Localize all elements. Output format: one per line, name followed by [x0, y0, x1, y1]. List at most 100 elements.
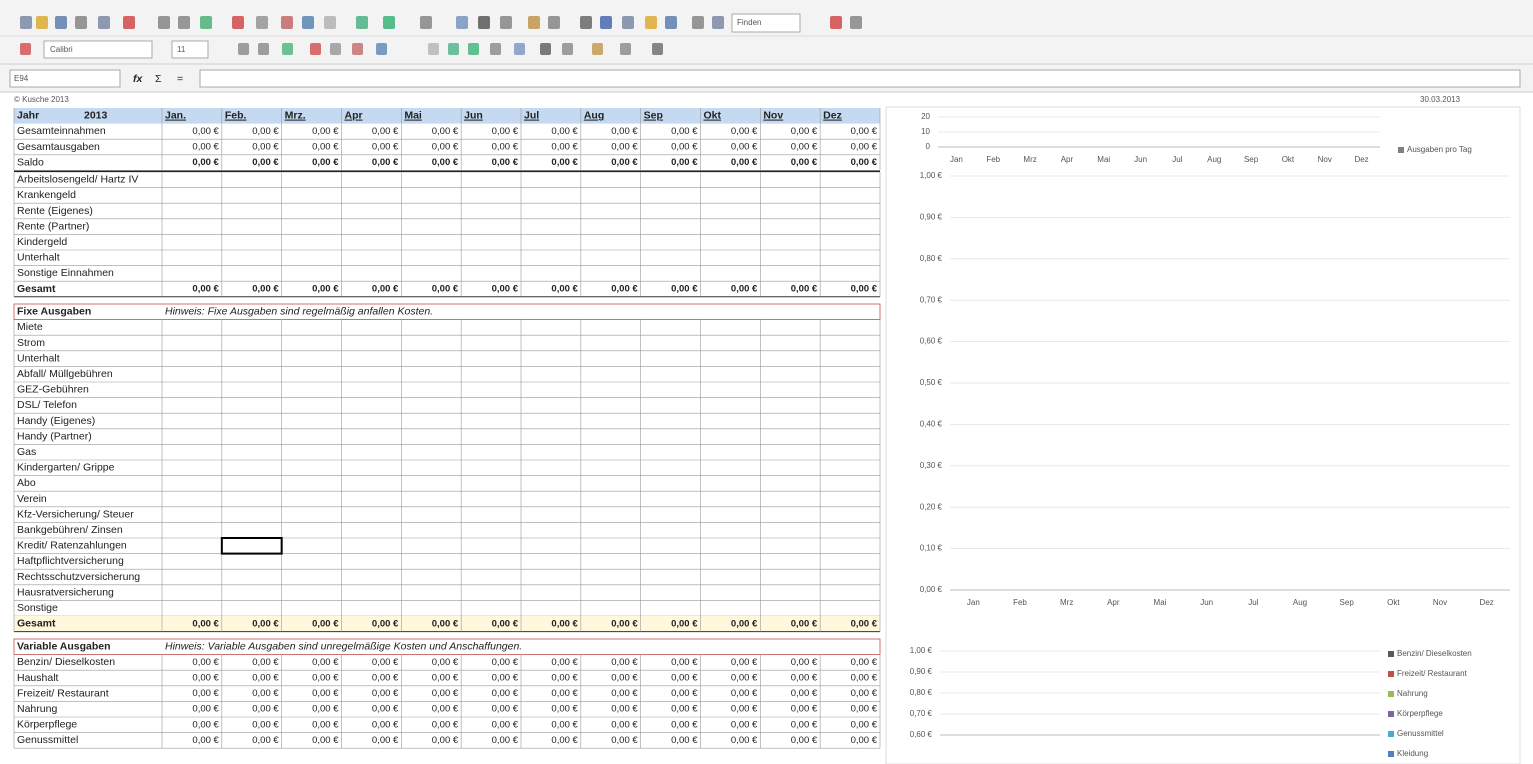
cell-value: 0,00 € [551, 284, 578, 295]
toolbar-button[interactable] [456, 16, 468, 29]
month-header: Jan. [165, 110, 186, 122]
toolbar-button[interactable] [528, 16, 540, 29]
toolbar-button[interactable] [123, 16, 135, 29]
row-label: Haushalt [17, 672, 59, 684]
toolbar-button[interactable] [36, 16, 48, 29]
toolbar-button[interactable] [420, 16, 432, 29]
toolbar-button[interactable] [850, 16, 862, 29]
toolbar-button[interactable] [540, 43, 551, 55]
toolbar-button[interactable] [376, 43, 387, 55]
toolbar-button[interactable] [310, 43, 321, 55]
toolbar-button[interactable] [178, 16, 190, 29]
cell-value: 0,00 € [432, 657, 459, 668]
section-header [13, 303, 881, 321]
row-label: Strom [17, 337, 45, 349]
toolbar-button[interactable] [830, 16, 842, 29]
toolbar-button[interactable] [324, 16, 336, 29]
selected-cell[interactable] [220, 537, 283, 555]
toolbar-button[interactable] [356, 16, 368, 29]
legend-swatch [1388, 751, 1394, 757]
toolbar-button[interactable] [490, 43, 501, 55]
cell-value: 0,00 € [492, 157, 519, 168]
equals-button[interactable]: = [177, 73, 183, 85]
month-header: Mrz. [285, 110, 306, 122]
size-box[interactable] [171, 40, 209, 59]
toolbar-button[interactable] [281, 16, 293, 29]
toolbar-button[interactable] [580, 16, 592, 29]
toolbar-button[interactable] [75, 16, 87, 29]
toolbar-button[interactable] [330, 43, 341, 55]
formula-input[interactable] [199, 69, 1521, 88]
section-title: Fixe Ausgaben [17, 306, 91, 318]
x-tick-label: Dez [1480, 598, 1494, 607]
name-box[interactable] [9, 69, 121, 88]
cell-value: 0,00 € [671, 735, 698, 746]
y-tick-label: 20 [921, 112, 930, 121]
toolbar-button[interactable] [428, 43, 439, 55]
toolbar-button[interactable] [712, 16, 724, 29]
cell-value: 0,00 € [492, 618, 519, 629]
toolbar-button[interactable] [478, 16, 490, 29]
row-label: Sonstige [17, 602, 58, 614]
toolbar-button[interactable] [98, 16, 110, 29]
toolbar-button[interactable] [158, 16, 170, 29]
toolbar-button[interactable] [256, 16, 268, 29]
cell-value: 0,00 € [372, 688, 399, 699]
toolbar-button[interactable] [600, 16, 612, 29]
x-tick-label: Feb [986, 155, 1000, 164]
row-label: Gesamteinnahmen [17, 125, 106, 137]
toolbar-button[interactable] [620, 43, 631, 55]
cell-value: 0,00 € [492, 704, 519, 715]
cell-value: 0,00 € [671, 688, 698, 699]
toolbar-button[interactable] [500, 16, 512, 29]
cell-value: 0,00 € [432, 284, 459, 295]
toolbar-button[interactable] [232, 16, 244, 29]
section-title: Variable Ausgaben [17, 641, 111, 653]
month-header: Dez [823, 110, 842, 122]
toolbar-button[interactable] [645, 16, 657, 29]
legend-swatch [1388, 671, 1394, 677]
font-box[interactable] [43, 40, 153, 59]
toolbar-button[interactable] [282, 43, 293, 55]
toolbar-button[interactable] [448, 43, 459, 55]
search-box[interactable] [731, 13, 801, 33]
toolbar-button[interactable] [200, 16, 212, 29]
toolbar-button[interactable] [258, 43, 269, 55]
cell-value: 0,00 € [192, 719, 219, 730]
year: 2013 [84, 110, 108, 122]
cell-value: 0,00 € [432, 673, 459, 684]
row-label: DSL/ Telefon [17, 399, 77, 411]
toolbar-button[interactable] [383, 16, 395, 29]
toolbar-button[interactable] [562, 43, 573, 55]
toolbar-button[interactable] [592, 43, 603, 55]
toolbar-button[interactable] [352, 43, 363, 55]
toolbar-button[interactable] [692, 16, 704, 29]
cell-value: 0,00 € [851, 618, 878, 629]
cell-value: 0,00 € [791, 284, 818, 295]
font-size: 11 [177, 45, 186, 54]
toolbar-button[interactable] [20, 43, 31, 55]
toolbar-button[interactable] [302, 16, 314, 29]
legend-swatch [1398, 147, 1404, 153]
legend-label: Freizeit/ Restaurant [1397, 669, 1468, 678]
section-hint: Hinweis: Fixe Ausgaben sind regelmäßig a… [165, 306, 433, 318]
x-tick-label: Apr [1061, 155, 1074, 164]
row-label: Unterhalt [17, 252, 60, 264]
row-label: Freizeit/ Restaurant [17, 687, 109, 699]
cell-value: 0,00 € [192, 618, 219, 629]
toolbar-button[interactable] [622, 16, 634, 29]
toolbar-button[interactable] [548, 16, 560, 29]
legend-swatch [1388, 651, 1394, 657]
toolbar-button[interactable] [238, 43, 249, 55]
toolbar-button[interactable] [20, 16, 32, 29]
row-label: Handy (Eigenes) [17, 415, 95, 427]
sum-button[interactable]: Σ [155, 73, 162, 85]
cell-value: 0,00 € [551, 657, 578, 668]
toolbar-button[interactable] [468, 43, 479, 55]
fx-button[interactable]: fx [133, 73, 143, 85]
toolbar-button[interactable] [652, 43, 663, 55]
total-label: Gesamt [17, 283, 56, 295]
toolbar-button[interactable] [55, 16, 67, 29]
toolbar-button[interactable] [665, 16, 677, 29]
toolbar-button[interactable] [514, 43, 525, 55]
